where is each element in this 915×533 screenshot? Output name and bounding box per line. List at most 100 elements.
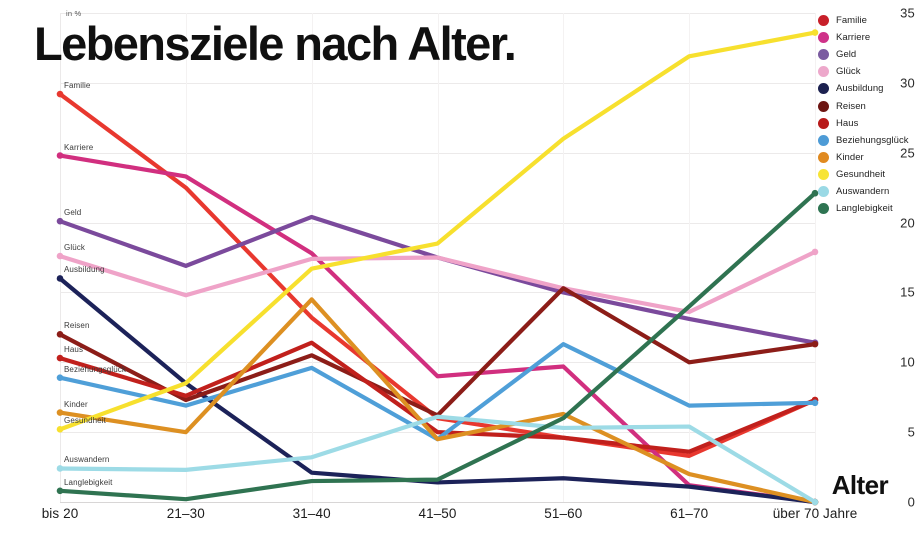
chart-legend: Familie Karriere Geld Glück Ausbildung Reisen…: [818, 12, 915, 217]
series-inline-label-kinder: Kinder: [64, 399, 88, 409]
legend-swatch-icon: [818, 83, 829, 95]
legend-swatch-icon: [818, 49, 829, 61]
legend-item-reisen[interactable]: Reisen: [818, 97, 915, 114]
legend-item-label: Glück: [836, 66, 861, 78]
x-tick-label-0: bis 20: [41, 506, 79, 521]
y-axis-unit-label: in %: [66, 9, 82, 18]
series-start-dot-geld: [56, 217, 64, 225]
series-line-glück: [57, 249, 818, 315]
y-tick-label-15: 15: [900, 284, 915, 300]
series-inline-label-familie: Familie: [64, 81, 91, 91]
series-line-geld: [57, 214, 818, 345]
series-end-dot-auswandern: [811, 498, 819, 506]
legend-swatch-icon: [818, 203, 829, 215]
legend-item-label: Familie: [836, 15, 867, 27]
series-start-dot-gesundheit: [56, 426, 64, 433]
series-start-dot-auswandern: [56, 465, 64, 472]
legend-item-beziehungsglück[interactable]: Beziehungsglück: [818, 132, 915, 149]
x-tick-label-3: 41–50: [418, 506, 457, 521]
legend-item-label: Beziehungsglück: [836, 134, 909, 146]
legend-item-glück[interactable]: Glück: [818, 63, 915, 80]
legend-item-familie[interactable]: Familie: [818, 12, 915, 29]
y-tick-label-35: 35: [900, 5, 915, 21]
legend-item-label: Kinder: [836, 151, 864, 163]
x-tick-label-4: 51–60: [544, 506, 583, 521]
legend-swatch-icon: [818, 32, 829, 44]
series-start-dot-ausbildung: [56, 275, 64, 282]
legend-swatch-icon: [818, 100, 829, 112]
y-tick-label-10: 10: [900, 354, 915, 370]
series-inline-label-geld: Geld: [64, 208, 82, 218]
series-start-dot-haus: [56, 354, 64, 362]
series-start-dot-reisen: [56, 331, 64, 338]
series-inline-label-reisen: Reisen: [64, 321, 90, 331]
series-inline-label-haus: Haus: [64, 345, 84, 355]
series-line-gesundheit: [57, 30, 818, 432]
legend-item-langlebigkeit[interactable]: Langlebigkeit: [818, 200, 915, 217]
legend-swatch-icon: [818, 15, 829, 27]
series-start-dot-beziehungsglück: [56, 374, 64, 381]
series-end-dot-beziehungsglück: [811, 399, 819, 407]
x-tick-label-2: 31–40: [292, 506, 331, 521]
legend-swatch-icon: [818, 66, 829, 78]
series-end-dot-langlebigkeit: [811, 189, 819, 197]
series-line-haus: [57, 340, 818, 454]
series-line-auswandern: [57, 414, 818, 505]
y-tick-label-20: 20: [900, 215, 915, 231]
legend-item-label: Geld: [836, 49, 857, 61]
series-inline-label-auswandern: Auswandern: [64, 455, 110, 465]
legend-item-label: Auswandern: [836, 185, 890, 197]
series-line-kinder: [57, 297, 818, 505]
legend-item-label: Karriere: [836, 32, 871, 44]
series-inline-label-langlebigkeit: Langlebigkeit: [64, 477, 113, 487]
series-end-dot-gesundheit: [811, 29, 819, 36]
legend-item-haus[interactable]: Haus: [818, 115, 915, 132]
x-tick-label-5: 61–70: [670, 506, 709, 521]
legend-item-label: Reisen: [836, 100, 866, 112]
legend-item-gesundheit[interactable]: Gesundheit: [818, 166, 915, 183]
legend-item-karriere[interactable]: Karriere: [818, 29, 915, 46]
legend-swatch-icon: [818, 185, 829, 197]
vertical-gridline-5: [689, 13, 691, 502]
x-tick-label-6: über 70 Jahre: [772, 506, 858, 521]
series-end-dot-glück: [811, 248, 819, 256]
y-tick-label-30: 30: [900, 75, 915, 91]
y-tick-label-25: 25: [900, 145, 915, 161]
vertical-gridline-1: [185, 13, 187, 502]
legend-swatch-icon: [818, 134, 829, 146]
legend-item-kinder[interactable]: Kinder: [818, 149, 915, 166]
series-inline-label-gesundheit: Gesundheit: [64, 416, 106, 426]
legend-swatch-icon: [818, 168, 829, 180]
legend-item-label: Haus: [836, 117, 859, 129]
legend-item-label: Ausbildung: [836, 83, 884, 95]
series-inline-label-karriere: Karriere: [64, 142, 94, 152]
vertical-gridline-4: [563, 13, 565, 502]
legend-swatch-icon: [818, 117, 829, 129]
legend-swatch-icon: [818, 151, 829, 163]
series-inline-label-ausbildung: Ausbildung: [64, 265, 105, 275]
page-title: Lebensziele nach Alter.: [34, 17, 517, 70]
legend-item-label: Langlebigkeit: [836, 203, 893, 215]
series-start-dot-karriere: [56, 152, 64, 159]
vertical-gridline-6: [815, 13, 816, 502]
series-start-dot-familie: [56, 90, 64, 98]
legend-item-ausbildung[interactable]: Ausbildung: [818, 80, 915, 97]
series-start-dot-glück: [56, 252, 64, 260]
x-tick-label-1: 21–30: [166, 506, 205, 521]
y-tick-label-5: 5: [907, 424, 915, 440]
series-inline-label-beziehungsglück: Beziehungsglück: [64, 364, 126, 374]
legend-item-auswandern[interactable]: Auswandern: [818, 183, 915, 200]
series-end-dot-reisen: [811, 340, 819, 348]
gridline-0: [60, 502, 815, 503]
series-inline-label-glück: Glück: [64, 243, 85, 253]
series-start-dot-kinder: [56, 409, 64, 416]
legend-item-label: Gesundheit: [836, 168, 886, 180]
x-axis-title: Alter: [831, 470, 889, 500]
legend-item-geld[interactable]: Geld: [818, 46, 915, 63]
y-tick-label-0: 0: [907, 494, 915, 510]
series-start-dot-langlebigkeit: [56, 487, 64, 495]
series-line-langlebigkeit: [57, 191, 818, 502]
